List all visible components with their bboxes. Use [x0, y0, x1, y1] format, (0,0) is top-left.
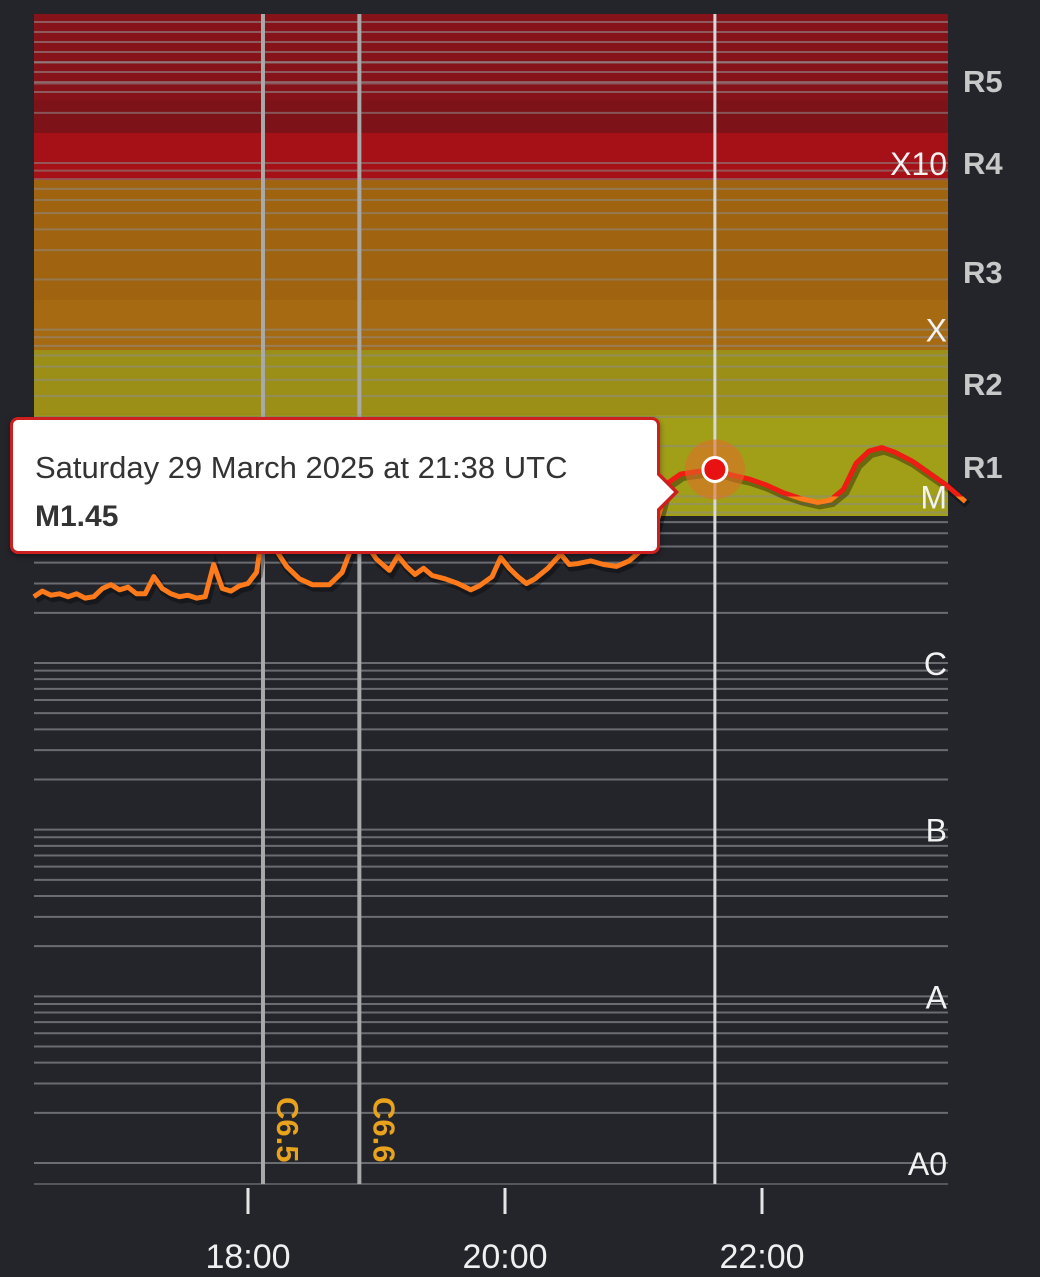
radio-blackout-label: R4	[963, 146, 1003, 181]
x-tick-label: 18:00	[205, 1238, 290, 1276]
class-label: X10	[890, 146, 947, 182]
highlight-point[interactable]	[703, 457, 727, 481]
flare-marker-label: C6.6	[366, 1097, 401, 1162]
radio-blackout-label: R3	[963, 255, 1003, 290]
radio-blackout-label: R1	[963, 450, 1003, 485]
radio-blackout-label: R2	[963, 367, 1003, 402]
band-x-upper	[34, 300, 948, 350]
band-r4	[34, 133, 948, 180]
x-tick-label: 20:00	[462, 1238, 547, 1276]
tooltip-value: M1.45	[35, 500, 118, 534]
band-r5	[34, 14, 948, 100]
tooltip-arrow	[655, 473, 674, 511]
class-label: C	[924, 646, 947, 682]
class-label: X	[926, 313, 947, 349]
radio-blackout-label: R5	[963, 64, 1003, 99]
x-tick-label: 22:00	[719, 1238, 804, 1276]
band-r5-low	[34, 100, 948, 133]
value-tooltip: Saturday 29 March 2025 at 21:38 UTC M1.4…	[10, 417, 660, 554]
class-label: A	[926, 979, 948, 1015]
class-label: A0	[908, 1146, 947, 1182]
class-label: B	[926, 813, 947, 849]
band-r3	[34, 180, 948, 300]
band-r2	[34, 350, 948, 415]
flare-marker-label: C6.5	[270, 1097, 305, 1162]
class-label: M	[920, 479, 947, 515]
tooltip-date: Saturday 29 March 2025 at 21:38 UTC	[35, 450, 567, 486]
